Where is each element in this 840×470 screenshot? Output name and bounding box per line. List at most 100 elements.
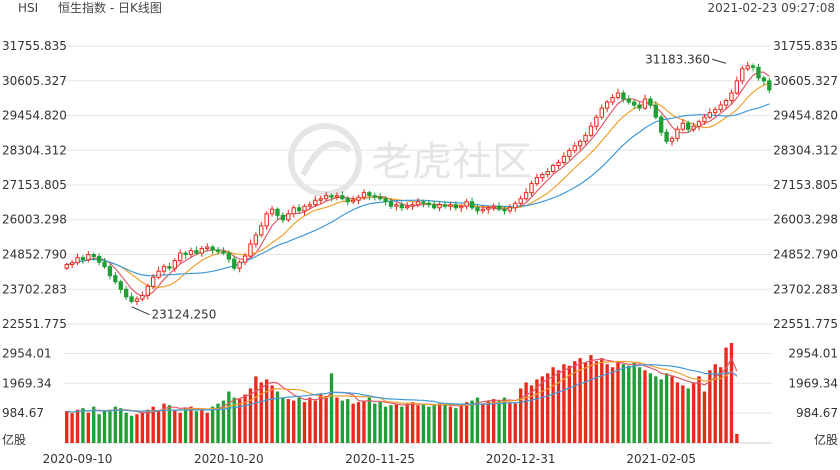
candle-body (318, 198, 323, 201)
candle-body (448, 204, 453, 207)
volume-bar (724, 347, 728, 443)
volume-bar (346, 399, 350, 443)
volume-bar (675, 382, 680, 443)
candle-body (567, 149, 572, 157)
candle-body (664, 131, 669, 142)
candle-body (626, 98, 631, 103)
volume-bar (718, 367, 723, 443)
volume-axis-right: 2954.01 1969.34 984.67 亿股 (788, 346, 838, 447)
candle-body (205, 246, 210, 250)
volume-bar (129, 415, 134, 443)
date-tick-label: 2020-11-25 (345, 452, 415, 466)
price-tick-label-right: 23702.283 (773, 282, 838, 296)
price-tick-label-left: 31755.835 (2, 39, 67, 53)
volume-bar (108, 409, 112, 443)
volume-bar (540, 376, 544, 443)
candle-body (518, 198, 523, 204)
candle-body (237, 261, 242, 269)
candle-body (91, 254, 96, 257)
candle-body (107, 266, 113, 277)
candle-body (610, 97, 615, 103)
volume-bar (664, 373, 669, 443)
candle-body (583, 134, 588, 142)
candle-body (399, 204, 404, 209)
candle-body (572, 145, 577, 151)
candle-body (577, 140, 583, 147)
candle-body (296, 207, 302, 212)
candle-body (729, 92, 734, 102)
candle-body (302, 205, 307, 212)
volume-bar (335, 397, 339, 443)
volume-bar (421, 403, 426, 443)
candle-body (513, 202, 518, 209)
volume-bar (659, 379, 663, 443)
volume-bar (529, 385, 534, 443)
price-axis-left: 31755.835 30605.327 29454.820 28304.312 2715… (2, 39, 67, 331)
volume-bar (502, 397, 507, 443)
candle-body (118, 281, 123, 290)
price-tick-label-left: 28304.312 (2, 143, 67, 157)
volume-bar (432, 405, 436, 443)
volume-bar (497, 400, 501, 443)
candle-body (264, 213, 269, 227)
candle-body (550, 164, 556, 173)
volume-bar (373, 403, 377, 443)
candle-body (64, 264, 69, 269)
volume-axis-left: 2954.01 1969.34 984.67 亿股 (2, 346, 52, 447)
volume-bar (329, 373, 334, 443)
volume-bar (70, 413, 74, 443)
candle-body (718, 104, 723, 111)
volume-bar (378, 402, 382, 443)
candle-body (437, 204, 442, 209)
volume-bar (643, 370, 647, 443)
candle-body (340, 195, 345, 200)
candle-body (415, 201, 421, 206)
candle-body (604, 101, 610, 109)
candle-body (372, 195, 377, 198)
candle-body (659, 116, 664, 133)
candle-body (286, 213, 291, 221)
candle-body (345, 198, 350, 203)
volume-bar (410, 402, 415, 443)
candle-body (680, 122, 685, 130)
candle-body (713, 109, 718, 114)
candle-body (394, 204, 399, 207)
volume-tick-label-left: 1969.34 (2, 376, 52, 390)
candle-body (540, 174, 545, 179)
volume-bar (583, 362, 588, 443)
volume-bar (319, 394, 323, 443)
volume-bar (156, 411, 161, 443)
volume-bars (65, 343, 739, 443)
candle-body (350, 199, 356, 203)
volume-bar (670, 376, 674, 443)
volume-bar (691, 382, 696, 443)
candle-body (161, 266, 167, 272)
price-tick-label-left: 30605.327 (2, 74, 67, 88)
candle-body (588, 125, 594, 136)
volume-bar (313, 400, 317, 443)
volume-unit-label-right: 亿股 (814, 432, 838, 447)
candle-body (226, 252, 232, 260)
date-tick-label: 2020-10-20 (194, 452, 264, 466)
candle-body (367, 192, 372, 197)
price-tick-label-right: 31755.835 (773, 39, 838, 53)
volume-bar (735, 433, 739, 443)
candle-body (615, 92, 621, 99)
volume-bar (400, 406, 404, 443)
volume-ma5-line (66, 357, 738, 414)
volume-bar (567, 365, 572, 443)
volume-bar (383, 406, 388, 443)
volume-bar (632, 362, 636, 443)
symbol-label: HSI (18, 1, 38, 15)
candle-body (767, 80, 772, 91)
price-axis-right: 31755.835 30605.327 29454.820 28304.312 2715… (773, 39, 838, 331)
candle-body (761, 77, 767, 82)
candle-body (740, 68, 745, 82)
candle-body (464, 201, 469, 207)
candle-body (194, 250, 199, 254)
price-tick-label-right: 27153.805 (773, 178, 838, 192)
volume-bar (637, 367, 642, 443)
candle-body (459, 205, 464, 209)
volume-tick-label-left: 984.67 (2, 406, 44, 420)
volume-bar (140, 412, 145, 443)
